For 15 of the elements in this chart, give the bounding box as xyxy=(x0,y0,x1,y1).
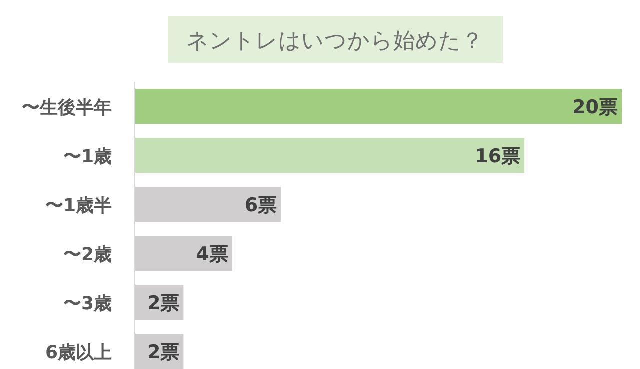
y-tick-label: 〜1歳半 xyxy=(45,196,112,216)
bar xyxy=(135,138,525,173)
data-label: 6票 xyxy=(244,194,278,216)
data-label: 16票 xyxy=(475,146,521,168)
y-tick-label: 〜生後半年 xyxy=(22,98,112,118)
data-label: 2票 xyxy=(147,292,180,314)
chart-title: ネントレはいつから始めた？ xyxy=(186,29,484,54)
data-label: 20票 xyxy=(572,96,618,118)
y-tick-label: 6歳以上 xyxy=(45,342,112,364)
data-label: 4票 xyxy=(196,244,228,266)
bar xyxy=(135,89,622,124)
y-tick-label: 〜1歳 xyxy=(63,146,112,168)
y-tick-label: 〜2歳 xyxy=(63,244,112,266)
data-label: 2票 xyxy=(147,342,180,364)
y-tick-label: 〜3歳 xyxy=(63,294,112,314)
